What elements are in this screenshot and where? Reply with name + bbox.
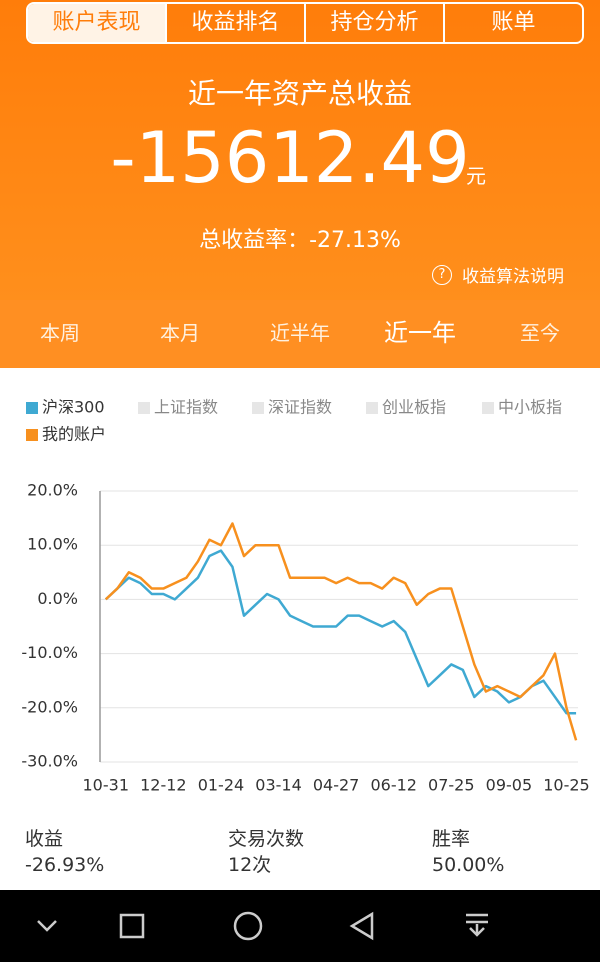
- y-tick-label: -30.0%: [21, 752, 78, 771]
- period-tab[interactable]: 近半年: [270, 321, 330, 345]
- stat-label: 交易次数: [228, 828, 305, 850]
- x-tick-label: 04-27: [313, 776, 360, 795]
- y-tick-label: 10.0%: [27, 535, 78, 554]
- nav-down[interactable]: [37, 920, 57, 932]
- help-icon: ?: [432, 264, 452, 285]
- stat-label: 胜率: [432, 828, 471, 850]
- legend-label[interactable]: 深证指数: [268, 398, 332, 417]
- legend-swatch: [366, 402, 378, 414]
- period-tab[interactable]: 近一年: [384, 319, 456, 347]
- top-tabs: 账户表现 收益排名 持仓分析 账单: [26, 2, 584, 44]
- stats: 收益 -26.93% 交易次数 12次 胜率 50.00%: [0, 826, 600, 886]
- header-title: 近一年资产总收益: [187, 77, 412, 110]
- period-tab[interactable]: 至今: [520, 321, 560, 345]
- x-tick-label: 12-12: [140, 776, 187, 795]
- y-tick-label: -20.0%: [21, 697, 78, 716]
- stat-value: 12次: [228, 854, 272, 876]
- period-tabs: 本周 本月 近半年 近一年 至今: [0, 300, 600, 368]
- top-tab[interactable]: 收益排名: [165, 4, 304, 42]
- x-tick-label: 09-05: [486, 776, 533, 795]
- legend-label[interactable]: 创业板指: [382, 398, 446, 417]
- period-tab[interactable]: 本月: [160, 321, 200, 345]
- nav-icons: [37, 911, 488, 941]
- legend-label[interactable]: 中小板指: [498, 398, 562, 417]
- legend-label[interactable]: 沪深300: [42, 398, 105, 417]
- period-tab[interactable]: 本周: [40, 321, 80, 345]
- y-tick-label: -10.0%: [21, 643, 78, 662]
- stat-value: -26.93%: [25, 854, 105, 876]
- nav-menu[interactable]: [466, 913, 488, 937]
- header: 账户表现 收益排名 持仓分析 账单 近一年资产总收益 -15612.49 元 总收益率…: [0, 0, 600, 300]
- amount-unit: 元: [466, 164, 486, 188]
- stat-label: 收益: [25, 828, 64, 850]
- legend-swatch: [26, 429, 38, 441]
- series-line: [104, 549, 577, 715]
- nav-home[interactable]: [233, 911, 263, 941]
- help-link[interactable]: ? 收益算法说明: [432, 262, 564, 287]
- x-tick-label: 10-25: [543, 776, 590, 795]
- legend-swatch: [252, 402, 264, 414]
- top-tab[interactable]: 持仓分析: [304, 4, 443, 42]
- y-tick-label: 20.0%: [27, 481, 78, 500]
- legend-swatch: [26, 402, 38, 414]
- total-rate: 总收益率：-27.13%: [199, 228, 401, 253]
- nav-bar: [0, 890, 600, 962]
- series-line: [104, 522, 578, 741]
- legend-label[interactable]: 我的账户: [42, 425, 106, 444]
- legend-label[interactable]: 上证指数: [154, 398, 218, 417]
- legend-swatch: [138, 402, 150, 414]
- top-tab[interactable]: 账单: [443, 4, 582, 42]
- nav-back[interactable]: [349, 911, 374, 941]
- legend-swatch: [482, 402, 494, 414]
- nav-recent[interactable]: [119, 913, 145, 939]
- x-tick-label: 10-31: [83, 776, 130, 795]
- x-tick-label: 07-25: [428, 776, 475, 795]
- x-tick-label: 03-14: [255, 776, 302, 795]
- x-tick-label: 01-24: [198, 776, 245, 795]
- y-tick-label: 0.0%: [37, 589, 78, 608]
- total-amount: -15612.49: [110, 117, 470, 199]
- top-tab[interactable]: 账户表现: [28, 4, 165, 42]
- help-text: 收益算法说明: [462, 267, 564, 287]
- stat-value: 50.00%: [432, 854, 505, 876]
- x-tick-label: 06-12: [370, 776, 417, 795]
